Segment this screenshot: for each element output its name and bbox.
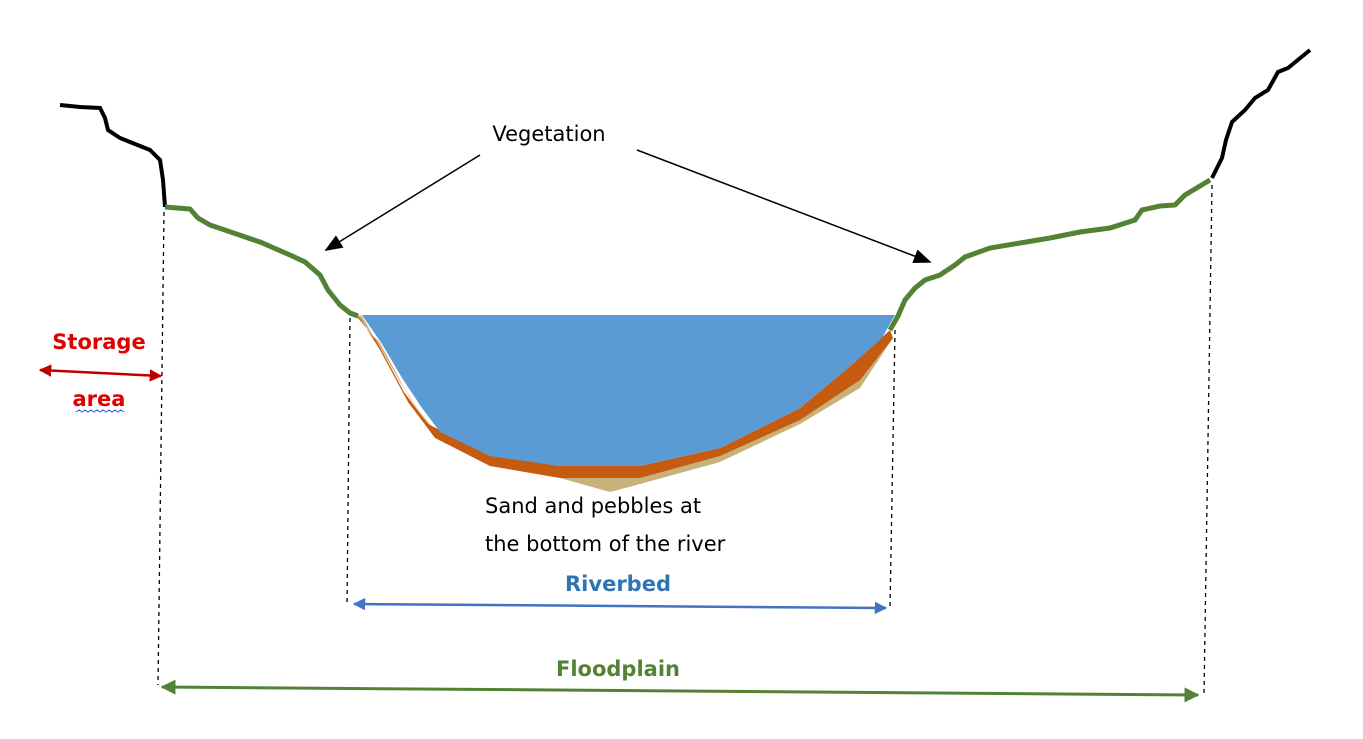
- sediment-label: Sand and pebbles at: [485, 494, 701, 518]
- sediment-label: the bottom of the river: [485, 532, 726, 556]
- vegetation-arrow-right: [636, 149, 932, 263]
- sediment-orange: [355, 314, 893, 478]
- storage-label: Storage: [52, 330, 145, 354]
- spell-underline: [75, 409, 125, 413]
- right-bank-rock: [1210, 48, 1312, 179]
- vegetation-label: Vegetation: [492, 122, 605, 146]
- riverbed-arrow: [352, 597, 888, 615]
- floodplain-arrow: [160, 679, 1200, 703]
- vegetation-arrow-left: [324, 154, 481, 251]
- water: [362, 315, 895, 466]
- right-bank-vegetation: [887, 177, 1212, 332]
- storage-arrow: [38, 364, 163, 382]
- guide-lines: [157, 184, 1213, 696]
- floodplain-label: Floodplain: [556, 657, 680, 681]
- left-bank-rock: [59, 103, 167, 208]
- storage-label: area: [73, 387, 126, 411]
- left-bank-vegetation: [164, 204, 359, 319]
- riverbed-label: Riverbed: [565, 572, 671, 596]
